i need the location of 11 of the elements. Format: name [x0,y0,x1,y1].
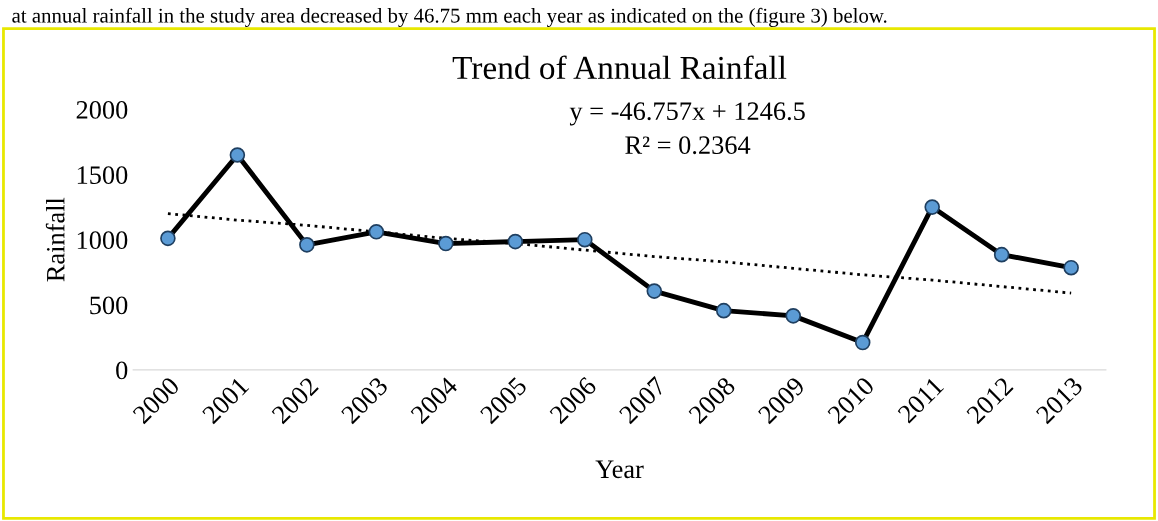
y-tick-label: 1500 [77,166,128,184]
chart-title: Trend of Annual Rainfall [452,55,787,80]
text: at annual rainfall in the study area decreased by 46.75 mm each year as indicated on the (figure 3) below. [12,7,887,27]
annotation: R² = 0.2364 [625,136,751,155]
annotation: y = -46.757x + 1246.5 [569,102,805,126]
y-tick-label: 0 [116,361,128,380]
y-tick-label: 500 [90,296,128,315]
y-axis-title: Rainfall [45,197,65,282]
y-tick-label: 1000 [77,231,128,250]
y-tick-label: 2000 [76,101,128,119]
x-axis-title: Year [595,460,644,479]
